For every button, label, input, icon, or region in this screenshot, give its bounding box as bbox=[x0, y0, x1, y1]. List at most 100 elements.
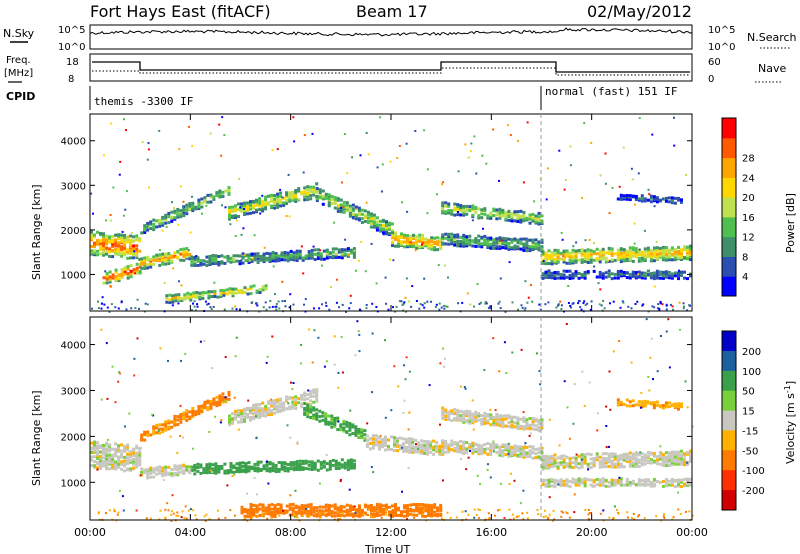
power-cell bbox=[574, 260, 578, 264]
velocity-cell bbox=[288, 396, 292, 400]
power-ground-cell bbox=[138, 307, 140, 310]
velocity-cell bbox=[369, 509, 373, 513]
power-cell bbox=[586, 261, 590, 264]
power-noise-cell bbox=[561, 238, 564, 241]
power-cell bbox=[664, 246, 668, 249]
power-cell bbox=[135, 253, 139, 257]
power-ground-cell bbox=[555, 306, 558, 309]
velocity-cell bbox=[273, 411, 277, 415]
velocity-cell bbox=[420, 445, 424, 449]
power-cell bbox=[474, 241, 478, 245]
velocity-cell bbox=[477, 450, 481, 454]
velocity-cell bbox=[300, 512, 304, 516]
velocity-ground-cell bbox=[547, 516, 550, 519]
power-cell bbox=[167, 215, 171, 218]
power-cell bbox=[477, 239, 481, 243]
velocity-cell bbox=[238, 466, 242, 470]
power-noise-cell bbox=[398, 145, 401, 147]
velocity-cell bbox=[264, 510, 268, 514]
power-cell bbox=[249, 285, 253, 289]
velocity-cell bbox=[562, 460, 566, 464]
power-cell bbox=[252, 206, 255, 210]
velocity-cell bbox=[683, 463, 686, 467]
power-ground-cell bbox=[560, 308, 563, 310]
velocity-cell bbox=[252, 513, 256, 517]
power-cell bbox=[246, 209, 249, 212]
power-cell bbox=[324, 192, 328, 196]
velocity-cell bbox=[394, 509, 397, 513]
velocity-cell bbox=[316, 459, 320, 463]
power-cell bbox=[333, 197, 337, 201]
velocity-cell bbox=[337, 463, 341, 467]
power-cell bbox=[516, 210, 520, 214]
velocity-cell bbox=[294, 398, 298, 402]
velocity-cell bbox=[348, 512, 352, 516]
power-cell bbox=[132, 246, 136, 250]
power-cell bbox=[444, 232, 448, 236]
power-cell bbox=[447, 209, 451, 213]
power-noise-cell bbox=[470, 142, 473, 145]
velocity-ground-cell bbox=[285, 509, 288, 512]
y-tick-label: 4000 bbox=[61, 341, 86, 352]
power-cell bbox=[360, 212, 364, 216]
power-cell bbox=[117, 277, 121, 281]
power-cell bbox=[138, 249, 142, 253]
power-ground-cell bbox=[531, 300, 534, 303]
velocity-cell bbox=[417, 445, 421, 449]
velocity-cell bbox=[274, 464, 278, 467]
power-noise-cell bbox=[333, 221, 336, 224]
power-cell bbox=[258, 288, 262, 292]
velocity-cell bbox=[441, 449, 445, 453]
velocity-cell bbox=[132, 460, 136, 464]
power-cell bbox=[274, 257, 278, 261]
power-cell bbox=[519, 240, 523, 244]
colorbar-tick-label: 20 bbox=[742, 193, 755, 204]
power-cell bbox=[522, 237, 526, 241]
power-ground-cell bbox=[634, 303, 637, 305]
velocity-noise-cell bbox=[402, 411, 405, 414]
velocity-noise-cell bbox=[510, 472, 512, 475]
power-cell bbox=[483, 212, 487, 216]
power-cell bbox=[330, 195, 334, 198]
velocity-cell bbox=[601, 462, 605, 466]
power-cell bbox=[258, 291, 262, 294]
velocity-cell bbox=[459, 417, 463, 421]
power-cell bbox=[126, 248, 130, 252]
velocity-cell bbox=[547, 480, 551, 484]
power-cell bbox=[553, 276, 557, 280]
velocity-cell bbox=[492, 421, 496, 425]
velocity-noise-cell bbox=[415, 443, 417, 446]
power-cell bbox=[168, 298, 172, 302]
velocity-cell bbox=[301, 467, 305, 471]
velocity-cell bbox=[232, 470, 236, 474]
power-cell bbox=[240, 288, 244, 292]
velocity-noise-cell bbox=[522, 411, 525, 414]
velocity-cell bbox=[667, 451, 671, 455]
power-noise-cell bbox=[357, 259, 360, 262]
power-cell bbox=[673, 271, 677, 275]
velocity-ground-cell bbox=[422, 513, 425, 516]
power-ground-cell bbox=[487, 307, 490, 310]
velocity-cell bbox=[601, 460, 605, 464]
power-cell bbox=[214, 260, 218, 264]
velocity-cell bbox=[99, 444, 102, 448]
power-cell bbox=[537, 243, 541, 247]
power-cell bbox=[507, 209, 511, 213]
velocity-cell bbox=[365, 438, 369, 442]
colorbar-segment bbox=[722, 177, 736, 198]
power-cell bbox=[135, 244, 139, 248]
velocity-ground-cell bbox=[326, 513, 328, 515]
velocity-cell bbox=[513, 446, 517, 449]
velocity-cell bbox=[108, 447, 112, 450]
velocity-cell bbox=[337, 461, 341, 465]
velocity-ground-cell bbox=[264, 512, 267, 515]
velocity-cell bbox=[197, 412, 201, 416]
velocity-ground-cell bbox=[587, 513, 590, 516]
velocity-noise-cell bbox=[487, 463, 489, 466]
velocity-ground-cell bbox=[663, 517, 666, 520]
colorbar-segment bbox=[722, 410, 736, 431]
velocity-cell bbox=[117, 455, 121, 459]
velocity-cell bbox=[93, 465, 96, 469]
velocity-cell bbox=[610, 462, 614, 466]
power-cell bbox=[540, 248, 544, 252]
